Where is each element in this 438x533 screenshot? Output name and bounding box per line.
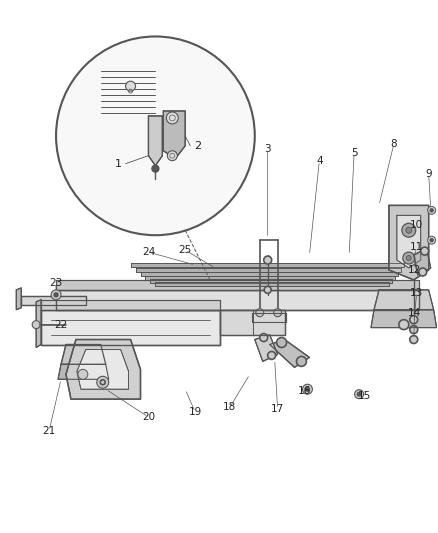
Circle shape: [274, 309, 282, 317]
Text: 11: 11: [410, 242, 424, 252]
Text: 22: 22: [54, 320, 67, 329]
Circle shape: [357, 392, 361, 396]
Polygon shape: [270, 340, 309, 367]
Text: 12: 12: [408, 265, 421, 275]
Polygon shape: [252, 313, 286, 321]
Text: 1: 1: [115, 159, 122, 168]
Circle shape: [419, 268, 427, 276]
Circle shape: [54, 293, 58, 297]
Polygon shape: [255, 335, 278, 361]
Polygon shape: [135, 268, 401, 272]
Circle shape: [402, 223, 416, 237]
Text: 20: 20: [142, 412, 155, 422]
Circle shape: [430, 239, 433, 241]
Polygon shape: [155, 282, 389, 286]
Polygon shape: [41, 300, 220, 310]
Text: 24: 24: [142, 247, 155, 257]
Polygon shape: [397, 215, 421, 268]
Polygon shape: [374, 290, 434, 310]
Text: 23: 23: [49, 278, 63, 288]
Circle shape: [305, 387, 309, 391]
Text: 14: 14: [408, 308, 421, 318]
Circle shape: [355, 390, 364, 399]
Text: 25: 25: [179, 245, 192, 255]
Text: 16: 16: [298, 386, 311, 396]
Circle shape: [264, 256, 272, 264]
Polygon shape: [77, 350, 129, 389]
Polygon shape: [389, 205, 429, 280]
Text: 9: 9: [425, 168, 432, 179]
Circle shape: [97, 376, 109, 388]
Circle shape: [410, 336, 418, 343]
Polygon shape: [36, 300, 41, 348]
Text: 13: 13: [410, 288, 424, 298]
Circle shape: [421, 247, 429, 255]
Circle shape: [303, 384, 312, 394]
Polygon shape: [220, 310, 285, 335]
Circle shape: [167, 151, 177, 160]
Circle shape: [166, 112, 178, 124]
Circle shape: [56, 36, 255, 235]
Text: 15: 15: [357, 391, 371, 401]
Circle shape: [78, 369, 88, 379]
Circle shape: [297, 357, 307, 366]
Polygon shape: [16, 288, 21, 310]
Circle shape: [430, 209, 433, 212]
Polygon shape: [141, 272, 398, 276]
Circle shape: [256, 309, 264, 317]
Polygon shape: [56, 290, 419, 310]
Circle shape: [427, 236, 436, 244]
Text: 21: 21: [42, 426, 56, 436]
Polygon shape: [131, 263, 404, 267]
Text: 2: 2: [194, 141, 201, 151]
Circle shape: [152, 165, 159, 172]
Polygon shape: [163, 111, 185, 159]
Polygon shape: [150, 279, 392, 283]
Polygon shape: [61, 344, 106, 365]
Text: 5: 5: [351, 148, 357, 158]
Polygon shape: [414, 248, 431, 275]
Circle shape: [410, 316, 418, 324]
Polygon shape: [145, 276, 395, 280]
Polygon shape: [58, 365, 109, 379]
Text: 4: 4: [316, 156, 323, 166]
Circle shape: [406, 255, 411, 261]
Polygon shape: [148, 116, 162, 166]
Circle shape: [126, 81, 135, 91]
Circle shape: [427, 206, 436, 214]
Text: 18: 18: [223, 402, 237, 412]
Circle shape: [32, 321, 40, 329]
Circle shape: [410, 326, 418, 334]
Polygon shape: [371, 310, 437, 328]
Circle shape: [277, 337, 286, 348]
Circle shape: [406, 227, 412, 233]
Text: 17: 17: [271, 404, 284, 414]
Polygon shape: [56, 280, 419, 290]
Text: 19: 19: [188, 407, 202, 417]
Circle shape: [260, 334, 268, 342]
Polygon shape: [21, 296, 86, 305]
Circle shape: [268, 351, 276, 359]
Text: 3: 3: [265, 144, 271, 154]
Circle shape: [399, 320, 409, 329]
Polygon shape: [41, 310, 220, 344]
Text: 10: 10: [410, 220, 423, 230]
Circle shape: [403, 252, 415, 264]
Text: 8: 8: [391, 139, 397, 149]
Circle shape: [51, 290, 61, 300]
Circle shape: [264, 286, 271, 293]
Polygon shape: [66, 340, 141, 399]
